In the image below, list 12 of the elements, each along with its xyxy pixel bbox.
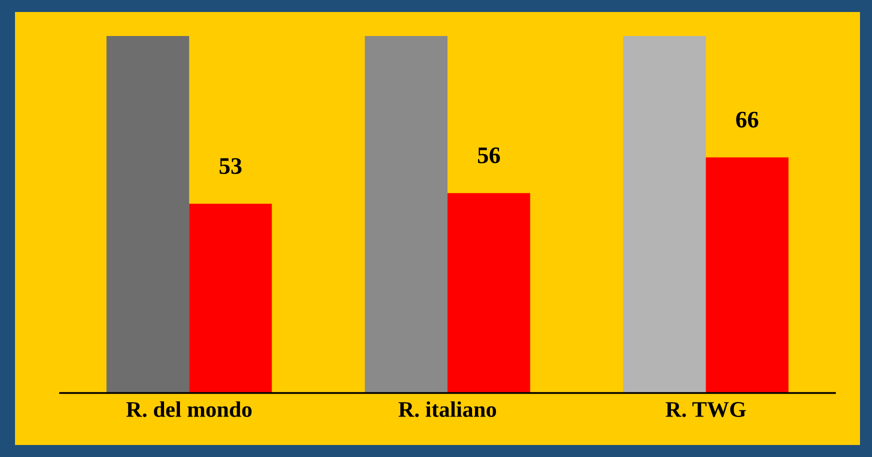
bar — [448, 193, 530, 393]
bar — [106, 36, 190, 393]
data-label: 56 — [478, 147, 500, 164]
bar — [364, 36, 448, 393]
bar — [189, 204, 272, 393]
x-tick-label: R. TWG — [666, 402, 746, 418]
data-label: 66 — [736, 112, 758, 128]
x-tick-label: R. del mondo — [126, 401, 252, 418]
bar — [706, 157, 788, 393]
bar — [623, 36, 706, 393]
data-label: 53 — [220, 158, 242, 174]
x-tick-label: R. italiano — [398, 401, 496, 418]
